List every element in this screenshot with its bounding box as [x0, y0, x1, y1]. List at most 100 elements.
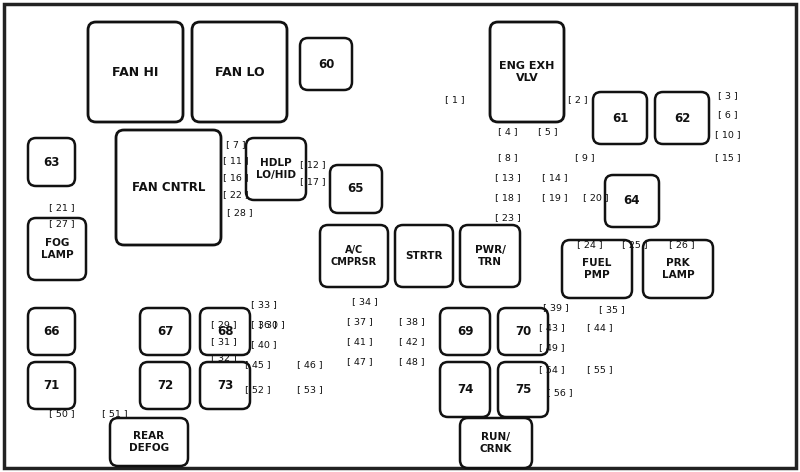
Text: [ 52 ]: [ 52 ] — [245, 386, 271, 395]
FancyBboxPatch shape — [440, 362, 490, 417]
FancyBboxPatch shape — [460, 225, 520, 287]
Text: [ 50 ]: [ 50 ] — [49, 410, 75, 419]
Text: [ 35 ]: [ 35 ] — [599, 305, 625, 314]
Text: [ 15 ]: [ 15 ] — [715, 153, 741, 162]
Text: [ 40 ]: [ 40 ] — [251, 340, 277, 349]
Text: [ 6 ]: [ 6 ] — [718, 110, 738, 119]
Text: [ 23 ]: [ 23 ] — [495, 213, 521, 222]
Text: [ 54 ]: [ 54 ] — [539, 365, 565, 374]
Text: [ 25 ]: [ 25 ] — [622, 241, 648, 250]
FancyBboxPatch shape — [655, 92, 709, 144]
Text: [ 41 ]: [ 41 ] — [347, 337, 373, 346]
Text: [ 16 ]: [ 16 ] — [223, 174, 249, 183]
Text: [ 42 ]: [ 42 ] — [399, 337, 425, 346]
Text: STRTR: STRTR — [406, 251, 442, 261]
Text: 74: 74 — [457, 383, 473, 396]
Text: ENG EXH
VLV: ENG EXH VLV — [499, 61, 554, 83]
FancyBboxPatch shape — [643, 240, 713, 298]
FancyBboxPatch shape — [28, 218, 86, 280]
Text: PWR/
TRN: PWR/ TRN — [474, 245, 506, 267]
Text: [ 8 ]: [ 8 ] — [498, 153, 518, 162]
Text: [ 10 ]: [ 10 ] — [715, 130, 741, 140]
FancyBboxPatch shape — [330, 165, 382, 213]
Text: [ 2 ]: [ 2 ] — [568, 95, 588, 104]
Text: [ 47 ]: [ 47 ] — [347, 357, 373, 366]
Text: [ 13 ]: [ 13 ] — [495, 174, 521, 183]
Text: PRK
LAMP: PRK LAMP — [662, 258, 694, 280]
FancyBboxPatch shape — [320, 225, 388, 287]
FancyBboxPatch shape — [440, 308, 490, 355]
Text: REAR
DEFOG: REAR DEFOG — [129, 431, 169, 453]
FancyBboxPatch shape — [140, 308, 190, 355]
FancyBboxPatch shape — [28, 138, 75, 186]
Text: [ 31 ]: [ 31 ] — [211, 337, 237, 346]
Text: 61: 61 — [612, 111, 628, 125]
FancyBboxPatch shape — [200, 308, 250, 355]
FancyBboxPatch shape — [116, 130, 221, 245]
Text: 67: 67 — [157, 325, 173, 338]
Text: [ 37 ]: [ 37 ] — [347, 318, 373, 327]
Text: [ 21 ]: [ 21 ] — [49, 203, 75, 212]
Text: [ 14 ]: [ 14 ] — [542, 174, 568, 183]
FancyBboxPatch shape — [490, 22, 564, 122]
Text: [ 26 ]: [ 26 ] — [669, 241, 695, 250]
FancyBboxPatch shape — [246, 138, 306, 200]
Text: [ 46 ]: [ 46 ] — [297, 361, 323, 370]
Text: [ 29 ]: [ 29 ] — [211, 320, 237, 329]
Text: [ 4 ]: [ 4 ] — [498, 127, 518, 136]
FancyBboxPatch shape — [460, 418, 532, 468]
Text: [ 3 ]: [ 3 ] — [718, 92, 738, 101]
Text: 64: 64 — [624, 194, 640, 208]
FancyBboxPatch shape — [88, 22, 183, 122]
Text: [ 19 ]: [ 19 ] — [542, 194, 568, 202]
Text: FAN HI: FAN HI — [112, 66, 158, 78]
Text: 69: 69 — [457, 325, 474, 338]
Text: [ 53 ]: [ 53 ] — [297, 386, 323, 395]
Text: 65: 65 — [348, 183, 364, 195]
Text: RUN/
CRNK: RUN/ CRNK — [480, 432, 512, 454]
Text: 66: 66 — [43, 325, 60, 338]
Text: 72: 72 — [157, 379, 173, 392]
Text: FAN LO: FAN LO — [214, 66, 264, 78]
FancyBboxPatch shape — [140, 362, 190, 409]
FancyBboxPatch shape — [395, 225, 453, 287]
Text: [ 20 ]: [ 20 ] — [583, 194, 609, 202]
Text: [ 17 ]: [ 17 ] — [300, 177, 326, 186]
Text: [ 34 ]: [ 34 ] — [352, 297, 378, 306]
FancyBboxPatch shape — [28, 362, 75, 409]
Text: [ 28 ]: [ 28 ] — [227, 209, 253, 218]
Text: [ 51 ]: [ 51 ] — [102, 410, 128, 419]
Text: FOG
LAMP: FOG LAMP — [41, 238, 74, 260]
Text: [ 30 ]: [ 30 ] — [259, 320, 285, 329]
Text: 60: 60 — [318, 58, 334, 70]
Text: [ 7 ]: [ 7 ] — [226, 141, 246, 150]
Text: HDLP
LO/HID: HDLP LO/HID — [256, 158, 296, 180]
FancyBboxPatch shape — [28, 308, 75, 355]
FancyBboxPatch shape — [4, 4, 796, 468]
Text: [ 43 ]: [ 43 ] — [539, 323, 565, 332]
FancyBboxPatch shape — [200, 362, 250, 409]
Text: [ 27 ]: [ 27 ] — [49, 219, 75, 228]
Text: [ 18 ]: [ 18 ] — [495, 194, 521, 202]
Text: [ 38 ]: [ 38 ] — [399, 318, 425, 327]
FancyBboxPatch shape — [605, 175, 659, 227]
FancyBboxPatch shape — [110, 418, 188, 466]
Text: [ 9 ]: [ 9 ] — [575, 153, 595, 162]
Text: [ 56 ]: [ 56 ] — [547, 388, 573, 397]
Text: 75: 75 — [515, 383, 531, 396]
Text: [ 5 ]: [ 5 ] — [538, 127, 558, 136]
Text: [ 39 ]: [ 39 ] — [543, 303, 569, 312]
Text: [ 44 ]: [ 44 ] — [587, 323, 613, 332]
Text: FAN CNTRL: FAN CNTRL — [132, 181, 205, 194]
Text: [ 24 ]: [ 24 ] — [577, 241, 603, 250]
Text: 70: 70 — [515, 325, 531, 338]
FancyBboxPatch shape — [300, 38, 352, 90]
Text: 63: 63 — [43, 155, 60, 169]
Text: [ 36 ]: [ 36 ] — [251, 320, 277, 329]
FancyBboxPatch shape — [562, 240, 632, 298]
FancyBboxPatch shape — [498, 362, 548, 417]
Text: [ 33 ]: [ 33 ] — [251, 301, 277, 310]
FancyBboxPatch shape — [498, 308, 548, 355]
FancyBboxPatch shape — [192, 22, 287, 122]
Text: [ 49 ]: [ 49 ] — [539, 344, 565, 353]
